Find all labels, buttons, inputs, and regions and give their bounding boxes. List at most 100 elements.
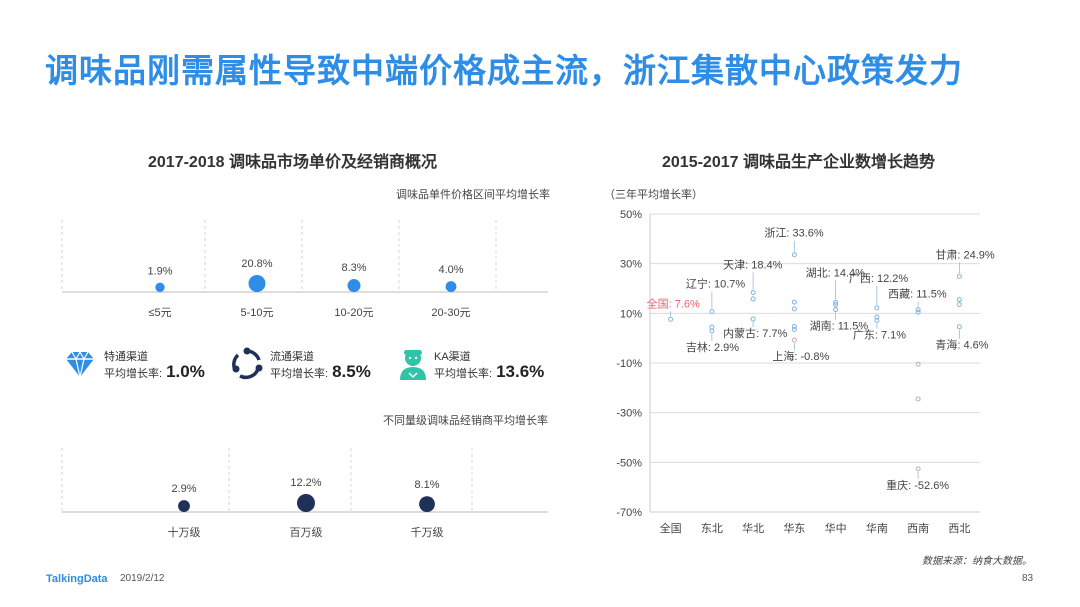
data-point <box>915 361 921 367</box>
data-point <box>791 337 797 343</box>
data-point <box>445 281 457 292</box>
dealer-chart: 2.9% 十万级 12.2% 百万级 8.1% 千万级 <box>61 448 548 539</box>
category-label: 20-30元 <box>431 307 470 319</box>
category-label: ≤5元 <box>148 307 171 319</box>
x-tick-label: 全国 <box>660 521 682 535</box>
data-point <box>956 324 962 330</box>
right-chart-title: 2015-2017 调味品生产企业数增长趋势 <box>662 154 935 171</box>
data-point <box>248 275 266 292</box>
data-point <box>833 302 839 308</box>
y-tick-label: 50% <box>620 209 642 221</box>
data-point <box>155 282 165 292</box>
channel-rate-label: 平均增长率: <box>270 368 329 380</box>
channel-rate-label: 平均增长率: <box>104 368 163 380</box>
y-tick-label: 10% <box>620 308 642 320</box>
annotation-label: 青海: 4.6% <box>935 338 988 352</box>
data-point <box>178 500 190 512</box>
channel-row: 特通渠道 平均增长率: 1.0% 流通渠道 平均增长率: 8.5% <box>62 345 582 385</box>
annotation-label: 湖南: 11.5% <box>810 320 869 333</box>
data-point <box>419 496 435 512</box>
channel-rate-value: 13.6% <box>496 362 545 381</box>
x-tick-label: 华中 <box>825 521 847 535</box>
page-number: 83 <box>1022 573 1034 584</box>
category-label: 十万级 <box>168 525 201 539</box>
person-icon <box>400 350 426 380</box>
channel-rate: 平均增长率: 13.6% <box>434 362 544 382</box>
channel-name: 特通渠道 <box>104 351 148 363</box>
category-label: 千万级 <box>411 526 444 539</box>
y-tick-label: -50% <box>616 457 642 469</box>
data-point <box>915 307 921 313</box>
y-tick-label: -10% <box>616 358 642 370</box>
annotation-label: 广西: 12.2% <box>849 272 909 285</box>
data-point <box>709 328 715 334</box>
channel-rate: 平均增长率: 1.0% <box>104 362 205 382</box>
channel-name: KA渠道 <box>434 351 471 363</box>
category-label: 5-10元 <box>240 307 273 319</box>
data-label: 12.2% <box>290 477 321 489</box>
annotation-label: 西藏: 11.5% <box>888 288 947 301</box>
data-point <box>750 289 756 295</box>
data-label: 8.1% <box>414 479 439 491</box>
data-point <box>956 297 962 303</box>
channel-name: 流通渠道 <box>270 351 314 363</box>
right-chart-unit: （三年平均增长率） <box>604 189 703 201</box>
annotation-label: 辽宁: 10.7% <box>686 277 746 291</box>
page-title: 调味品刚需属性导致中端价格成主流，浙江集散中心政策发力 <box>45 52 963 89</box>
annotation-label: 广东: 7.1% <box>853 329 906 342</box>
data-point <box>915 396 921 402</box>
annotation-label: 上海: -0.8% <box>772 349 829 363</box>
channel-special: 特通渠道 平均增长率: 1.0% <box>62 345 232 385</box>
data-label: 2.9% <box>171 483 196 495</box>
category-label: 百万级 <box>290 526 323 539</box>
footer-date: 2019/2/12 <box>120 573 165 584</box>
data-label: 20.8% <box>241 258 272 270</box>
x-tick-label: 西北 <box>948 522 970 535</box>
x-tick-label: 东北 <box>701 522 723 535</box>
channel-rate: 平均增长率: 8.5% <box>270 362 371 382</box>
data-point <box>347 279 361 292</box>
annotation-label: 甘肃: 24.9% <box>935 248 995 261</box>
annotation-label: 重庆: -52.6% <box>886 478 949 492</box>
data-point <box>750 316 756 322</box>
channel-circulation: 流通渠道 平均增长率: 8.5% <box>230 345 400 385</box>
data-point <box>791 299 797 305</box>
data-point <box>791 323 797 329</box>
data-point <box>833 299 839 305</box>
y-tick-label: -70% <box>616 507 642 519</box>
channel-ka: KA渠道 平均增长率: 13.6% <box>398 345 582 385</box>
data-point <box>874 318 880 324</box>
annotation-label: 吉林: 2.9% <box>686 340 739 354</box>
annotation-label: 天津: 18.4% <box>723 258 783 271</box>
data-source: 数据来源：纳食大数据。 <box>922 556 1032 567</box>
data-point <box>297 494 315 512</box>
annotation-label: 浙江: 33.6% <box>764 227 824 240</box>
x-tick-label: 华南 <box>866 521 888 535</box>
data-point <box>750 296 756 302</box>
data-point <box>791 306 797 312</box>
channel-rate-value: 1.0% <box>166 362 205 381</box>
annotation-label: 内蒙古: 7.7% <box>723 326 787 340</box>
data-label: 8.3% <box>341 262 366 274</box>
data-point <box>874 314 880 320</box>
brand-logo: TalkingData <box>46 573 108 585</box>
category-label: 10-20元 <box>334 307 373 319</box>
data-point <box>791 252 797 258</box>
y-tick-label: -30% <box>616 408 642 420</box>
data-label: 4.0% <box>438 264 463 276</box>
annotation-label: 全国: 7.6% <box>647 296 700 310</box>
channel-rate-label: 平均增长率: <box>434 368 493 380</box>
data-point <box>874 305 880 311</box>
circulation-icon <box>232 347 263 380</box>
data-point <box>791 326 797 332</box>
dealer-chart-subtitle: 不同量级调味品经销商平均增长率 <box>383 415 548 427</box>
diamond-icon <box>66 350 94 378</box>
price-chart-subtitle: 调味品单件价格区间平均增长率 <box>396 189 550 201</box>
data-point <box>956 273 962 279</box>
data-point <box>709 309 715 315</box>
left-chart-title: 2017-2018 调味品市场单价及经销商概况 <box>148 154 437 171</box>
data-point <box>956 302 962 308</box>
region-chart: 50% 30% 10% -10% -30% -50% -70% 全国 东北 华北 华东 华中 华南 西南 西… <box>616 209 995 535</box>
y-tick-label: 30% <box>620 259 642 271</box>
x-tick-label: 西南 <box>907 522 929 535</box>
